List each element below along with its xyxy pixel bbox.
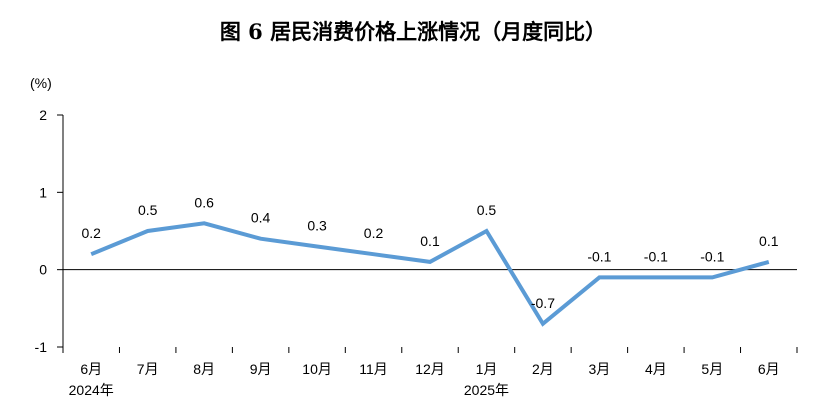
data-label: -0.1 <box>644 248 668 264</box>
data-label: 0.5 <box>477 202 497 218</box>
y-tick-label: 2 <box>39 107 47 123</box>
x-tick-label: 6月 <box>758 361 780 377</box>
data-label: -0.1 <box>700 248 724 264</box>
x-tick-label: 11月 <box>359 361 388 377</box>
data-label: 0.1 <box>420 233 440 249</box>
data-label: 0.2 <box>364 225 384 241</box>
series-line <box>90 221 770 327</box>
x-tick-label: 6月 <box>80 361 102 377</box>
data-label: 0.3 <box>307 217 327 233</box>
x-tick-label: 7月 <box>137 361 159 377</box>
x-tick-label: 8月 <box>193 361 215 377</box>
data-label: -0.1 <box>587 248 611 264</box>
y-tick-label: 0 <box>39 262 47 278</box>
y-axis-unit: (%) <box>30 75 52 91</box>
data-label: 0.4 <box>251 210 271 226</box>
x-tick-label: 12月 <box>415 361 445 377</box>
x-tick-label: 2月 <box>532 361 554 377</box>
x-tick-label: 5月 <box>701 361 723 377</box>
x-tick-label: 3月 <box>588 361 610 377</box>
y-tick-label: -1 <box>35 339 48 355</box>
x-tick-label: 10月 <box>302 361 332 377</box>
x-tick-label: 1月 <box>476 361 498 377</box>
x-tick-label: 9月 <box>250 361 272 377</box>
data-label: 0.2 <box>81 225 101 241</box>
x-year-label: 2025年 <box>464 382 509 398</box>
y-tick-label: 1 <box>39 184 47 200</box>
x-year-label: 2024年 <box>69 382 114 398</box>
data-label: -0.7 <box>531 295 555 311</box>
x-tick-label: 4月 <box>645 361 667 377</box>
data-label: 0.5 <box>138 202 158 218</box>
data-label: 0.1 <box>759 233 779 249</box>
chart-title: 图 6 居民消费价格上涨情况（月度同比） <box>219 19 607 44</box>
data-label: 0.6 <box>194 194 214 210</box>
